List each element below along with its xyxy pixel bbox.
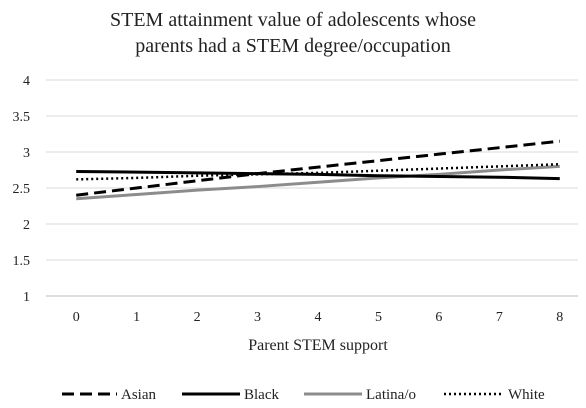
legend: Asian Black Latina/o White (62, 387, 545, 403)
y-axis-ticks: 1 1.5 2 2.5 3 3.5 4 (13, 74, 31, 305)
y-tick-label: 2 (23, 218, 30, 233)
x-tick-label: 7 (496, 310, 503, 325)
x-tick-label: 5 (375, 310, 382, 325)
y-tick-label: 1.5 (13, 254, 31, 269)
series-line-latina-o (76, 164, 560, 201)
series-line-asian (76, 139, 560, 197)
y-tick-label: 4 (23, 74, 30, 89)
x-axis-ticks: 0 1 2 3 4 5 6 7 8 (73, 310, 564, 325)
x-tick-label: 4 (315, 310, 322, 325)
gridlines (46, 79, 578, 297)
chart-title-line-2: parents had a STEM degree/occupation (135, 35, 450, 57)
y-tick-label: 2.5 (13, 182, 31, 197)
x-tick-label: 8 (556, 310, 563, 325)
x-tick-label: 2 (194, 310, 201, 325)
series-lines (76, 139, 560, 201)
legend-label: White (508, 387, 545, 403)
series-line-white (76, 162, 560, 181)
x-axis-label: Parent STEM support (248, 337, 388, 354)
y-tick-label: 3 (23, 146, 30, 161)
x-tick-label: 0 (73, 310, 80, 325)
y-tick-label: 3.5 (13, 110, 31, 125)
x-tick-label: 6 (435, 310, 442, 325)
legend-label: Latina/o (366, 387, 416, 403)
x-tick-label: 1 (133, 310, 140, 325)
x-tick-label: 3 (254, 310, 261, 325)
legend-label: Black (244, 387, 279, 403)
legend-label: Asian (121, 387, 156, 403)
y-tick-label: 1 (23, 290, 30, 305)
series-line-black (76, 169, 560, 181)
chart-title-line-1: STEM attainment value of adolescents who… (110, 9, 476, 31)
